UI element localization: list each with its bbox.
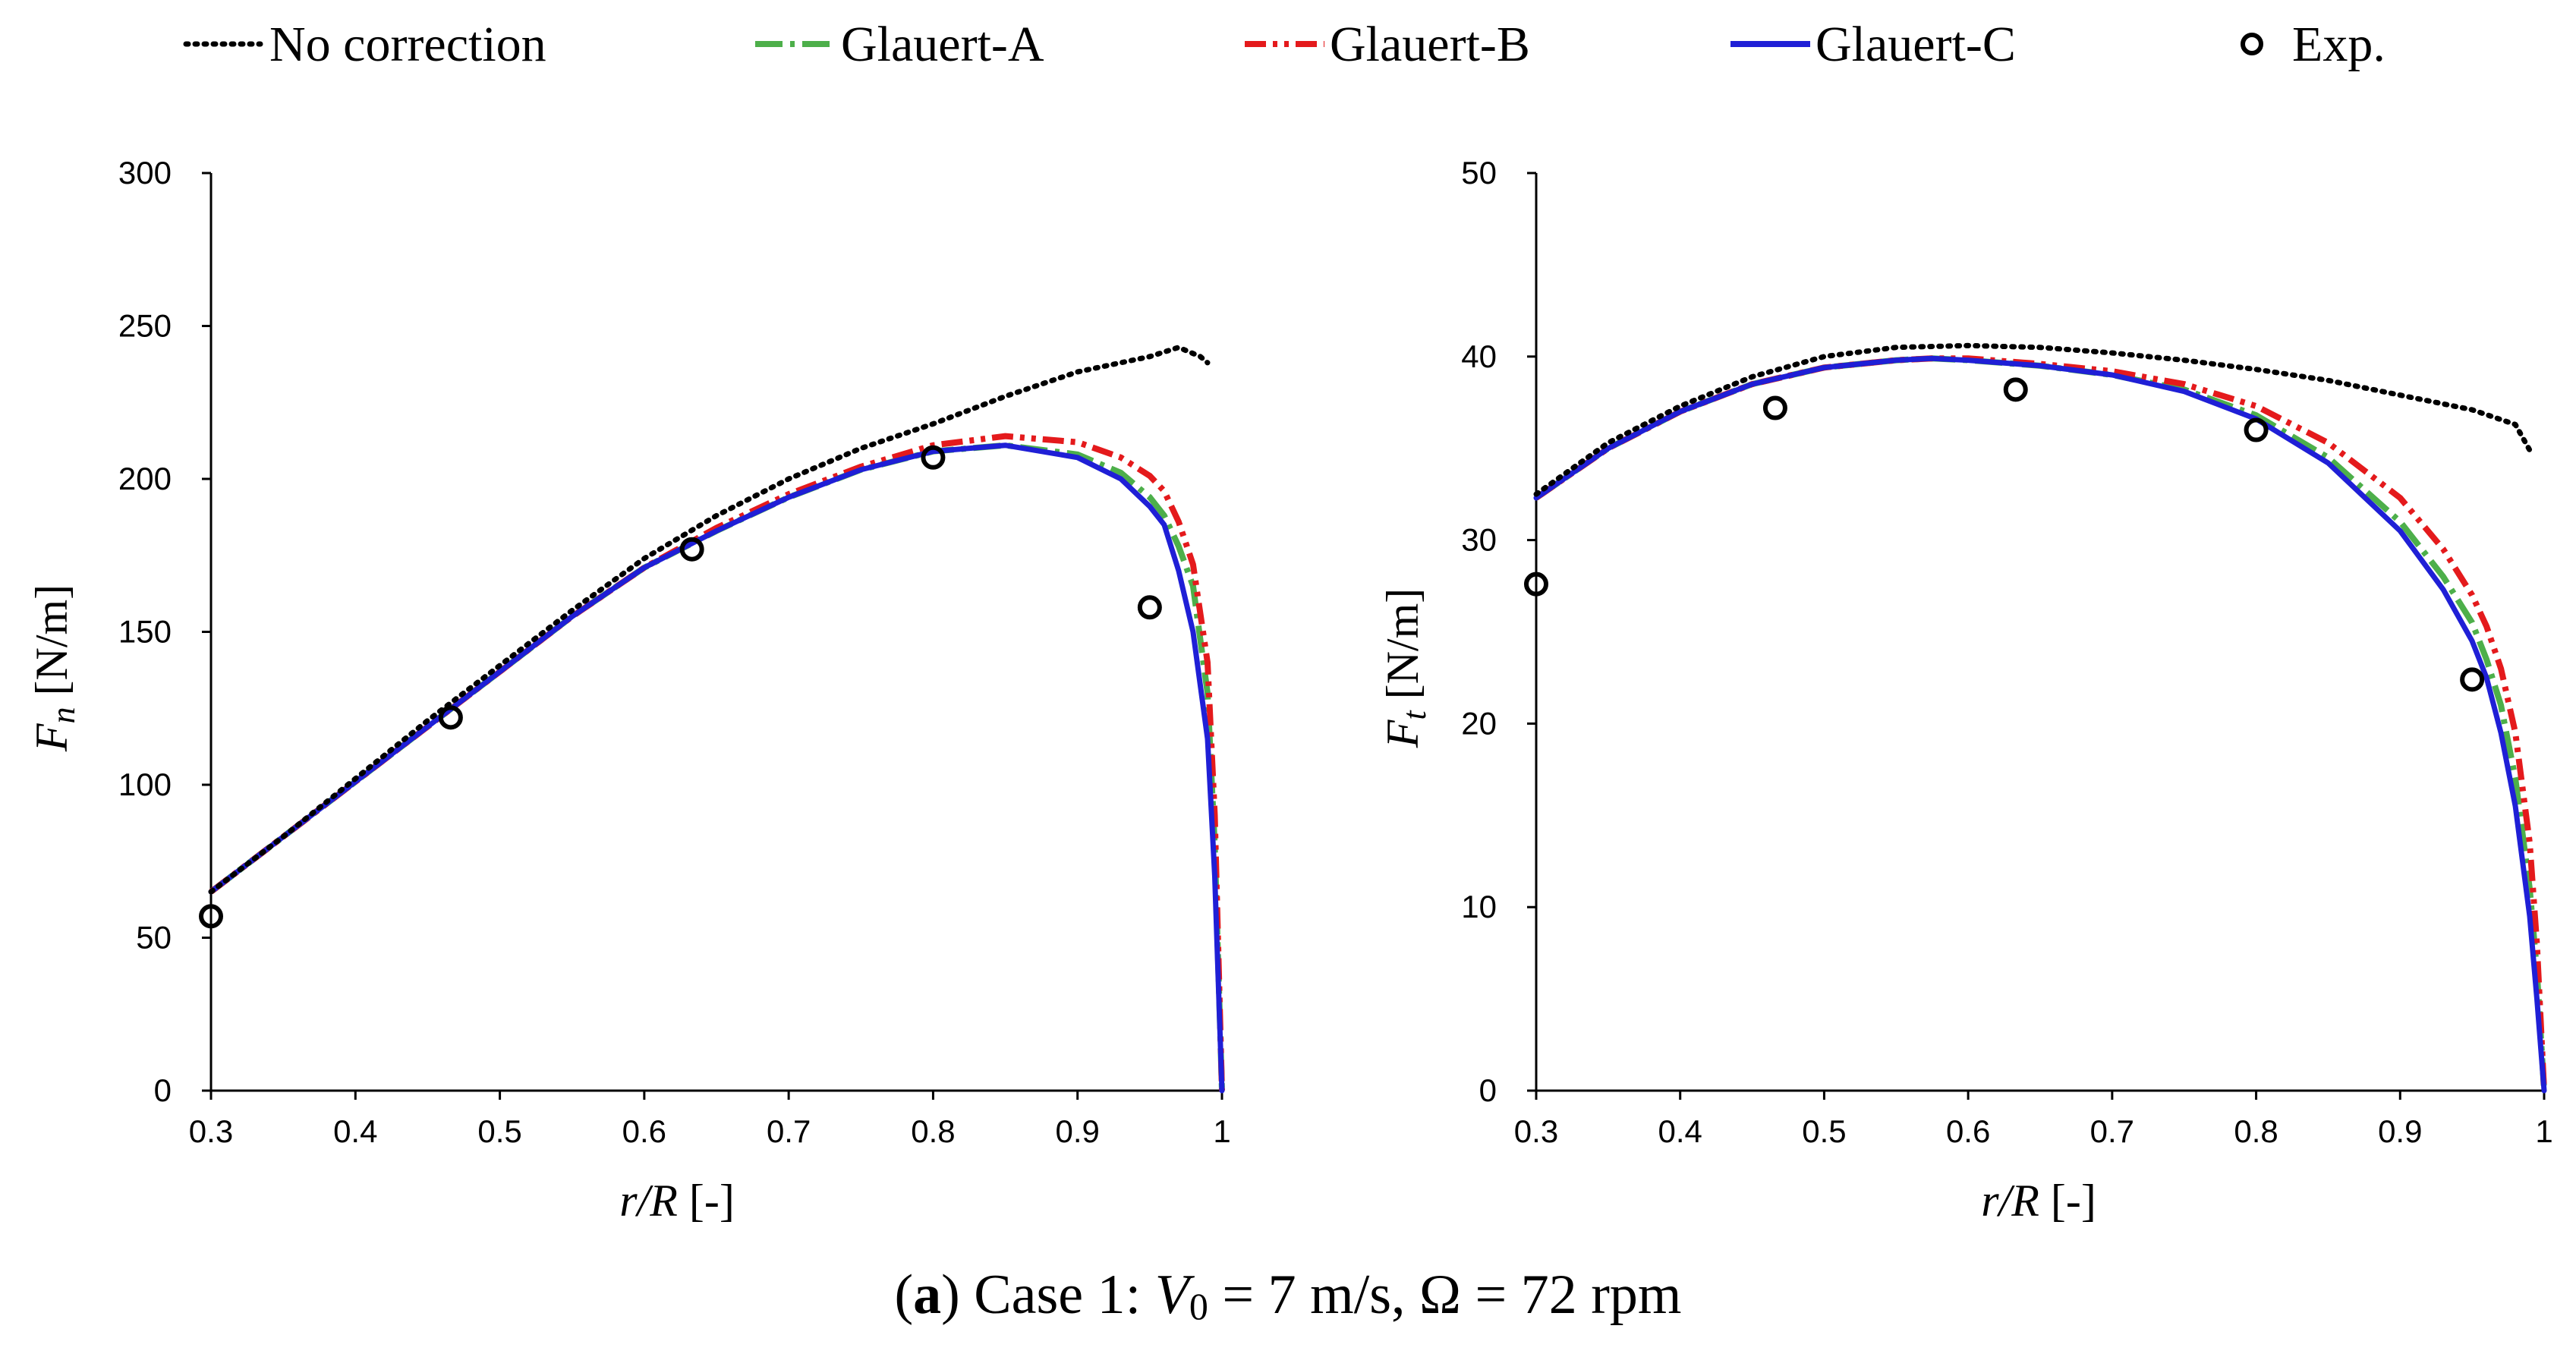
x-tick-label: 0.6 — [1946, 1113, 1990, 1149]
caption-v-symbol: V — [1155, 1264, 1195, 1326]
x-tick-label: 0.5 — [1802, 1113, 1846, 1149]
exp-data-point[interactable] — [199, 904, 223, 929]
y-tick-label: 100 — [118, 767, 172, 802]
caption-v-value: = 7 m/s, Ω = 72 rpm — [1208, 1264, 1682, 1326]
series-line-no-correction[interactable] — [208, 345, 1211, 895]
ylabel-units: [N/m] — [27, 584, 77, 696]
legend-label-glauert-b: Glauert-B — [1330, 17, 1530, 72]
series-line-glauert-b[interactable] — [1534, 355, 2547, 1091]
x-tick-label: 0.3 — [1514, 1113, 1558, 1149]
ylabel-symbol: F — [27, 723, 77, 752]
exp-data-point[interactable] — [2244, 417, 2269, 442]
ylabel-space — [1378, 699, 1428, 710]
ylabel-subscript: t — [1396, 710, 1433, 720]
series-line-no-correction[interactable] — [1533, 342, 2533, 497]
xlabel-units: [-] — [689, 1176, 735, 1226]
xlabel-space — [678, 1176, 689, 1226]
y-tick-label: 300 — [118, 155, 172, 191]
y-tick-label: 50 — [1461, 155, 1497, 191]
legend-item-glauert-c[interactable]: Glauert-C — [1730, 17, 2016, 72]
legend-label-no-correction: No correction — [269, 17, 546, 72]
y-tick-label: 0 — [1479, 1072, 1497, 1108]
ylabel-normal-force: Fn [N/m] — [27, 584, 82, 752]
x-tick-label: 0.8 — [2234, 1113, 2278, 1149]
ylabel-subscript: n — [45, 707, 82, 723]
caption-rest: ) Case 1: — [941, 1264, 1155, 1326]
exp-data-point[interactable] — [921, 445, 946, 470]
legend-label-glauert-c: Glauert-C — [1815, 17, 2016, 72]
x-tick-label: 1 — [1213, 1113, 1230, 1149]
legend-marker-exp — [2241, 33, 2263, 55]
exp-data-point[interactable] — [1524, 572, 1548, 597]
y-tick-label: 10 — [1461, 889, 1497, 924]
legend-label-exp: Exp. — [2292, 17, 2385, 72]
x-tick-label: 0.6 — [622, 1113, 666, 1149]
caption-letter: a — [913, 1264, 941, 1326]
series-line-glauert-c[interactable] — [1533, 355, 2547, 1094]
exp-data-point[interactable] — [1762, 395, 1787, 420]
legend-item-no-correction[interactable]: No correction — [183, 17, 546, 72]
figure-caption: (a) Case 1: V0 = 7 m/s, Ω = 72 rpm — [895, 1264, 1682, 1327]
ylabel-space — [27, 695, 77, 707]
y-tick-label: 200 — [118, 461, 172, 496]
x-tick-label: 0.9 — [1056, 1113, 1100, 1149]
y-tick-label: 0 — [154, 1072, 172, 1108]
caption-v-subscript: 0 — [1189, 1285, 1208, 1327]
exp-data-point[interactable] — [1137, 595, 1162, 620]
xlabel-space — [2039, 1176, 2051, 1226]
x-tick-label: 0.7 — [2090, 1113, 2134, 1149]
x-tick-label: 0.9 — [2378, 1113, 2422, 1149]
xlabel-units: [-] — [2051, 1176, 2096, 1226]
exp-data-point[interactable] — [679, 537, 704, 562]
caption-open: ( — [895, 1264, 914, 1326]
y-tick-label: 30 — [1461, 522, 1497, 558]
xlabel-tangential-force: r/R [-] — [1981, 1176, 2096, 1226]
x-tick-label: 1 — [2535, 1113, 2552, 1149]
y-tick-label: 20 — [1461, 705, 1497, 741]
x-tick-label: 0.4 — [1658, 1113, 1702, 1149]
exp-data-point[interactable] — [438, 705, 463, 730]
exp-data-point[interactable] — [2003, 377, 2028, 402]
series-line-glauert-a[interactable] — [209, 442, 1225, 1091]
series-line-glauert-c[interactable] — [208, 442, 1225, 1094]
series-line-glauert-a[interactable] — [1534, 355, 2547, 1091]
x-tick-label: 0.7 — [767, 1113, 811, 1149]
exp-data-point[interactable] — [2460, 667, 2485, 692]
y-tick-label: 250 — [118, 308, 172, 344]
xlabel-symbol: r/R — [1981, 1176, 2039, 1226]
chart-tangential-force: 0 10 20 30 40 50 0.3 0.4 0.5 0.6 0.7 0.8 0.9 1 — [1461, 155, 2552, 1149]
legend: No correction Glauert-A Glauert-B Glauer… — [183, 17, 2385, 72]
legend-item-glauert-a[interactable]: Glauert-A — [755, 17, 1044, 72]
ylabel-tangential-force: Ft [N/m] — [1378, 588, 1433, 749]
ylabel-symbol: F — [1378, 719, 1428, 748]
y-tick-label: 50 — [136, 920, 172, 956]
x-tick-label: 0.4 — [333, 1113, 377, 1149]
x-tick-label: 0.3 — [189, 1113, 233, 1149]
legend-item-glauert-b[interactable]: Glauert-B — [1245, 17, 1530, 72]
chart-normal-force: 0 50 100 150 200 250 300 0.3 0.4 0.5 0.6 0.7 0.8 0.9 1 — [118, 155, 1231, 1149]
y-tick-label: 40 — [1461, 338, 1497, 374]
series-line-glauert-b[interactable] — [209, 433, 1225, 1091]
xlabel-normal-force: r/R [-] — [619, 1176, 735, 1226]
x-tick-label: 0.5 — [477, 1113, 521, 1149]
legend-label-glauert-a: Glauert-A — [841, 17, 1044, 72]
xlabel-symbol: r/R — [619, 1176, 678, 1226]
y-tick-label: 150 — [118, 614, 172, 650]
ylabel-units: [N/m] — [1378, 588, 1428, 700]
legend-item-exp[interactable]: Exp. — [2241, 17, 2385, 72]
x-tick-label: 0.8 — [911, 1113, 955, 1149]
